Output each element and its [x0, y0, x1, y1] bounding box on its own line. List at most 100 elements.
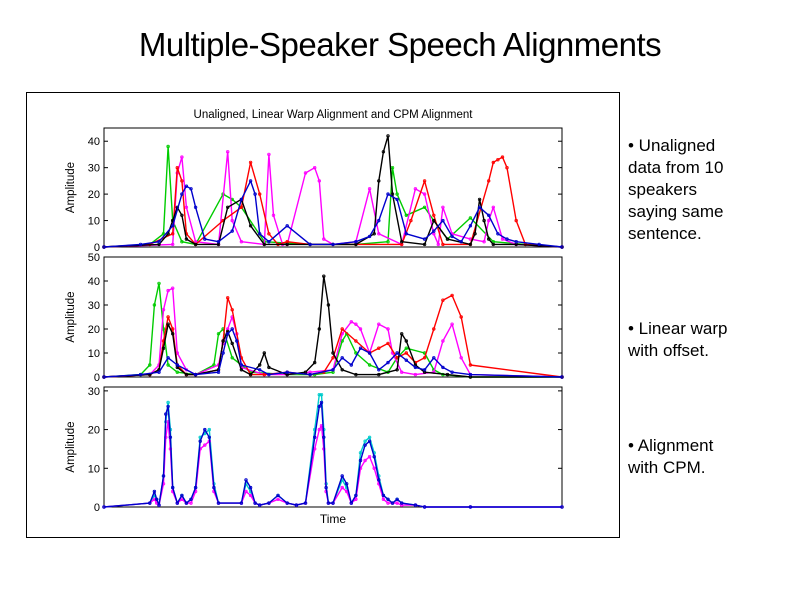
data-point	[257, 363, 262, 367]
data-point	[367, 363, 372, 367]
data-point	[345, 482, 349, 486]
data-point	[505, 237, 509, 241]
data-point	[230, 356, 234, 360]
data-point	[491, 242, 495, 247]
data-point	[377, 322, 381, 326]
slide-title: Multiple-Speaker Speech Alignments	[138, 26, 662, 63]
data-point	[482, 218, 486, 223]
data-point	[340, 368, 344, 372]
data-point	[386, 501, 390, 505]
data-point	[257, 232, 262, 236]
data-point	[432, 213, 436, 217]
data-point	[358, 458, 363, 463]
data-point	[180, 179, 184, 183]
y-tick-label: 20	[88, 189, 100, 201]
data-point	[285, 242, 289, 247]
data-point	[317, 327, 321, 331]
data-point	[262, 351, 266, 355]
data-point	[180, 213, 184, 217]
data-point	[324, 485, 328, 490]
y-tick-label: 20	[88, 425, 100, 437]
data-point	[184, 372, 189, 377]
data-point	[166, 315, 170, 319]
data-point	[166, 232, 170, 236]
data-point	[207, 427, 211, 432]
data-point	[331, 501, 335, 505]
data-point	[216, 332, 221, 336]
data-point	[363, 458, 367, 463]
subplot-3: 0 10 20 30 Amplitude	[65, 386, 564, 514]
data-point	[432, 327, 436, 331]
data-point	[514, 239, 518, 244]
data-point	[413, 187, 418, 191]
data-point	[413, 503, 418, 507]
data-point	[450, 322, 454, 326]
data-point	[340, 485, 344, 490]
data-point	[276, 497, 280, 501]
data-point	[386, 239, 390, 244]
data-point	[372, 455, 376, 459]
data-point	[225, 150, 230, 154]
data-point	[189, 187, 193, 191]
data-point	[267, 232, 271, 236]
y-tick-label: 0	[94, 242, 100, 254]
data-point	[189, 497, 193, 501]
data-point	[340, 356, 344, 360]
data-point	[445, 372, 450, 377]
data-point	[422, 205, 427, 209]
data-point	[138, 372, 143, 377]
y-tick-label: 20	[88, 324, 100, 336]
data-point	[482, 239, 486, 244]
data-point	[491, 160, 495, 165]
data-point	[441, 218, 445, 223]
data-point	[386, 327, 390, 331]
data-point	[459, 356, 463, 360]
data-point	[154, 497, 159, 501]
data-point	[560, 505, 564, 509]
data-point	[157, 239, 161, 244]
data-point	[400, 239, 404, 244]
data-point	[386, 192, 390, 196]
data-point	[381, 493, 386, 498]
data-point	[422, 505, 427, 509]
data-point	[395, 192, 399, 196]
data-point	[395, 497, 399, 501]
data-point	[381, 150, 386, 154]
data-point	[170, 332, 175, 336]
subplot-1: 0 10 20 30 40 Amplitude	[65, 127, 564, 254]
data-point	[303, 171, 308, 175]
data-point	[294, 503, 299, 507]
data-point	[400, 501, 404, 505]
data-point	[198, 439, 202, 443]
data-point	[422, 368, 427, 372]
data-point	[354, 372, 358, 377]
data-point	[354, 339, 358, 343]
data-point	[450, 234, 454, 239]
data-point	[422, 179, 427, 183]
data-point	[358, 327, 363, 331]
data-point	[377, 232, 381, 236]
bullet-unaligned: • Unaligned data from 10 speakers saying…	[628, 136, 724, 243]
data-point	[230, 308, 234, 312]
data-point	[395, 197, 399, 202]
data-point	[354, 322, 358, 326]
data-point	[230, 229, 234, 233]
series-line-5	[103, 180, 563, 248]
data-point	[367, 455, 372, 459]
data-point	[157, 281, 161, 286]
data-point	[381, 497, 386, 501]
data-point	[138, 242, 143, 247]
data-point	[164, 412, 168, 416]
data-point	[422, 237, 427, 241]
data-point	[180, 493, 184, 498]
data-point	[322, 274, 326, 278]
y-tick-label: 0	[94, 372, 100, 384]
data-point	[354, 239, 358, 244]
data-point	[170, 232, 175, 236]
data-point	[404, 339, 408, 343]
data-point	[404, 232, 408, 236]
data-point	[239, 368, 244, 372]
data-point	[239, 197, 244, 202]
data-point	[216, 370, 221, 374]
series-line-4	[103, 135, 563, 248]
